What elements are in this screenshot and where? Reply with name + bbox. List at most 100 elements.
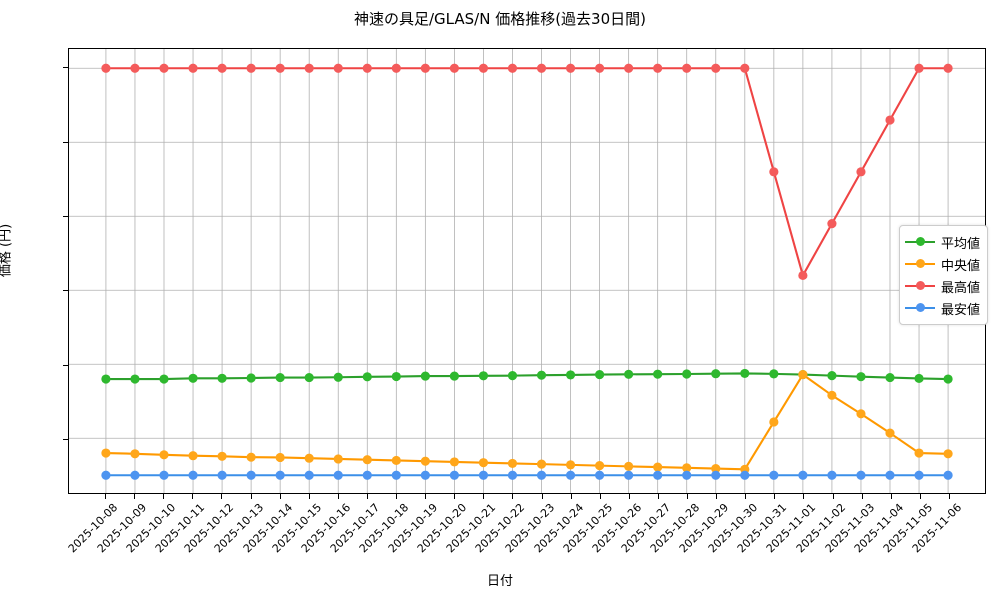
- series-line-2: [104, 67, 950, 277]
- x-tick-mark: [163, 494, 165, 499]
- data-point: [914, 63, 924, 73]
- data-point: [885, 115, 895, 125]
- legend-item-0[interactable]: 平均値: [905, 231, 980, 253]
- y-axis-ticks: 50100150200250300: [63, 48, 986, 494]
- data-point: [798, 370, 808, 380]
- data-point: [711, 464, 721, 474]
- data-point: [711, 470, 721, 480]
- data-point: [217, 63, 227, 73]
- data-point: [595, 370, 605, 380]
- data-point: [682, 470, 692, 480]
- data-point: [246, 63, 256, 73]
- data-point: [624, 369, 634, 379]
- data-point: [478, 458, 489, 468]
- legend-label: 最安値: [941, 302, 981, 318]
- x-tick-mark: [396, 494, 398, 499]
- x-tick-mark: [716, 494, 718, 499]
- data-point: [740, 63, 750, 73]
- data-point: [449, 457, 459, 467]
- x-tick-mark: [890, 494, 892, 499]
- data-point: [885, 470, 895, 480]
- data-point: [101, 470, 111, 480]
- data-point: [682, 63, 692, 73]
- chart-legend[interactable]: 平均値中央値 最高値最安値: [899, 225, 989, 325]
- data-point: [507, 470, 518, 480]
- x-tick-mark: [425, 494, 427, 499]
- data-point: [478, 371, 489, 381]
- legend-label: 平均値: [941, 236, 981, 252]
- legend-item-1[interactable]: 中央値: [905, 253, 980, 275]
- data-point: [827, 390, 837, 400]
- data-point: [943, 374, 953, 384]
- data-point: [565, 470, 576, 480]
- x-tick-mark: [221, 494, 223, 499]
- legend-swatch-icon: [905, 257, 935, 271]
- legend-label: 中央値: [941, 258, 981, 274]
- y-axis-label: 価格 (円): [0, 223, 14, 278]
- data-point: [856, 470, 866, 480]
- x-tick-mark: [687, 494, 689, 499]
- x-tick-mark: [308, 494, 310, 499]
- x-tick-mark: [366, 494, 368, 499]
- x-tick-mark: [599, 494, 601, 499]
- x-tick-mark: [919, 494, 921, 499]
- data-point: [740, 368, 750, 378]
- data-point: [101, 374, 111, 384]
- data-point: [711, 369, 721, 379]
- data-point: [653, 470, 663, 480]
- x-tick-mark: [861, 494, 863, 499]
- x-tick-mark: [134, 494, 136, 499]
- data-point: [798, 470, 808, 480]
- data-point: [856, 409, 866, 419]
- y-tick-mark: [63, 215, 68, 217]
- data-point: [478, 470, 489, 480]
- data-point: [159, 470, 169, 480]
- data-point: [507, 63, 518, 73]
- data-point: [333, 454, 343, 464]
- data-point: [740, 470, 750, 480]
- data-point: [101, 63, 111, 73]
- x-axis-ticks: 2025-10-08 2025-10-09 2025-10-10 2025-10-11…: [66, 494, 986, 574]
- data-point: [914, 373, 924, 384]
- data-point: [565, 63, 576, 73]
- data-point: [507, 371, 518, 381]
- data-point: [827, 371, 837, 381]
- data-point: [769, 417, 779, 427]
- legend-swatch-icon: [905, 279, 935, 293]
- legend-item-2[interactable]: 最高値: [905, 275, 980, 297]
- data-point: [653, 462, 663, 472]
- data-point: [304, 470, 314, 480]
- data-point: [856, 372, 866, 382]
- x-tick-mark: [949, 494, 950, 499]
- data-point: [653, 369, 663, 379]
- data-point: [333, 63, 343, 73]
- chart-title: 神速の具足/GLAS/N 価格推移(過去30日間): [354, 10, 646, 28]
- x-tick-mark: [657, 494, 659, 499]
- data-point: [827, 470, 837, 480]
- y-tick-mark: [63, 67, 68, 69]
- data-point: [856, 167, 866, 177]
- x-tick-mark: [250, 494, 252, 499]
- data-point: [391, 470, 401, 480]
- data-point: [420, 470, 430, 480]
- data-point: [507, 458, 518, 468]
- legend-item-3[interactable]: 最安値: [905, 297, 980, 319]
- x-tick-mark: [628, 494, 630, 499]
- data-point: [769, 470, 779, 480]
- data-point: [914, 470, 924, 480]
- data-point: [449, 470, 459, 480]
- data-point: [420, 456, 430, 466]
- y-tick-mark: [63, 364, 68, 366]
- series-line-0: [104, 372, 950, 381]
- plot-area: [68, 48, 986, 494]
- data-point: [159, 63, 169, 73]
- x-tick-mark: [279, 494, 281, 499]
- data-point: [391, 371, 401, 382]
- data-point: [188, 470, 198, 480]
- data-point: [304, 453, 314, 463]
- data-point: [130, 63, 140, 73]
- data-point: [449, 371, 459, 381]
- x-tick-mark: [541, 494, 543, 499]
- y-tick-mark: [63, 438, 68, 440]
- data-point: [217, 470, 227, 480]
